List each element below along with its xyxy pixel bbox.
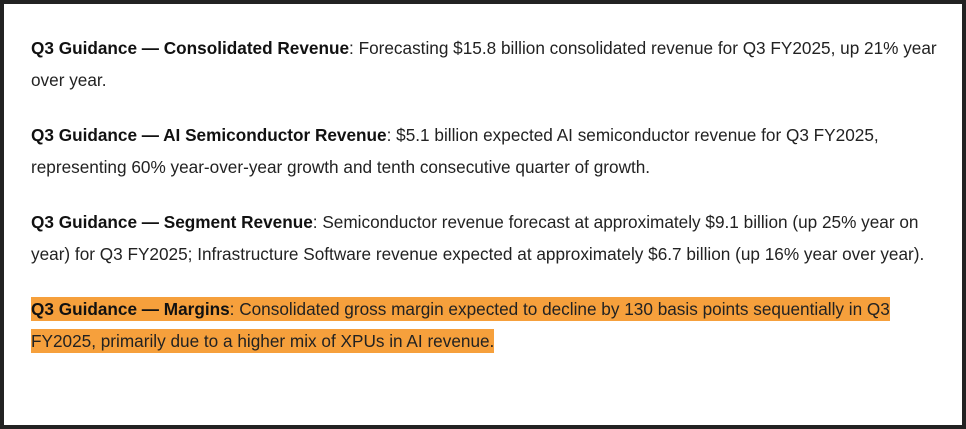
- paragraph-segment-revenue: Q3 Guidance — Segment Revenue: Semicondu…: [31, 207, 956, 270]
- paragraph-margins-highlighted: Q3 Guidance — Margins: Consolidated gros…: [31, 294, 956, 357]
- paragraph-label: Q3 Guidance — Margins: [31, 299, 230, 319]
- paragraph-text: : $5.1 billion expected AI semiconductor…: [31, 125, 879, 177]
- paragraph-label: Q3 Guidance — AI Semiconductor Revenue: [31, 125, 387, 145]
- paragraph-text: : Forecasting $15.8 billion consolidated…: [31, 38, 937, 90]
- paragraph-label: Q3 Guidance — Consolidated Revenue: [31, 38, 350, 58]
- paragraph-text: : Semiconductor revenue forecast at appr…: [31, 212, 925, 264]
- document-frame: Q3 Guidance — Consolidated Revenue: Fore…: [4, 4, 962, 425]
- guidance-list: Q3 Guidance — Consolidated Revenue: Fore…: [31, 33, 956, 381]
- paragraph-consolidated-revenue: Q3 Guidance — Consolidated Revenue: Fore…: [31, 33, 956, 96]
- paragraph-ai-semiconductor-revenue: Q3 Guidance — AI Semiconductor Revenue: …: [31, 120, 956, 183]
- highlight-mark: Q3 Guidance — Margins: Consolidated gros…: [31, 297, 890, 353]
- paragraph-label: Q3 Guidance — Segment Revenue: [31, 212, 313, 232]
- paragraph-text: : Consolidated gross margin expected to …: [31, 299, 890, 351]
